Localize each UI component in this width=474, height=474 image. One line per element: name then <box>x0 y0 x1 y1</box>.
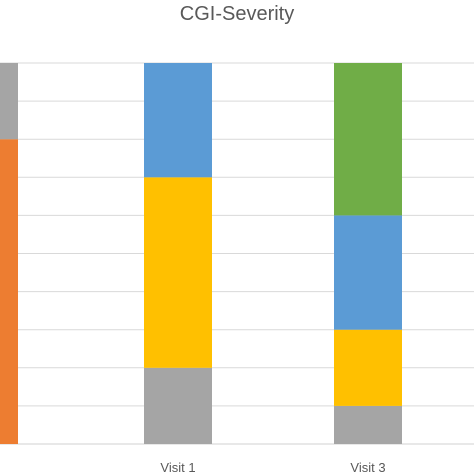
bars <box>0 63 402 444</box>
bar-segment-1-0 <box>144 367 212 444</box>
bar-segment-2-0 <box>334 405 402 444</box>
bar-segment-2-2 <box>334 329 402 406</box>
chart-title: CGI-Severity <box>180 3 294 25</box>
x-tick-label: Visit 1 <box>160 460 195 474</box>
bar-segment-0-1 <box>0 139 18 444</box>
gridlines <box>0 62 474 445</box>
bar-segment-1-2 <box>144 177 212 368</box>
bar-segment-2-3 <box>334 215 402 330</box>
bar-segment-2-4 <box>334 63 402 216</box>
bar-segment-0-5 <box>0 63 18 140</box>
x-tick-label: Visit 3 <box>350 460 385 474</box>
bar-segment-1-3 <box>144 63 212 178</box>
